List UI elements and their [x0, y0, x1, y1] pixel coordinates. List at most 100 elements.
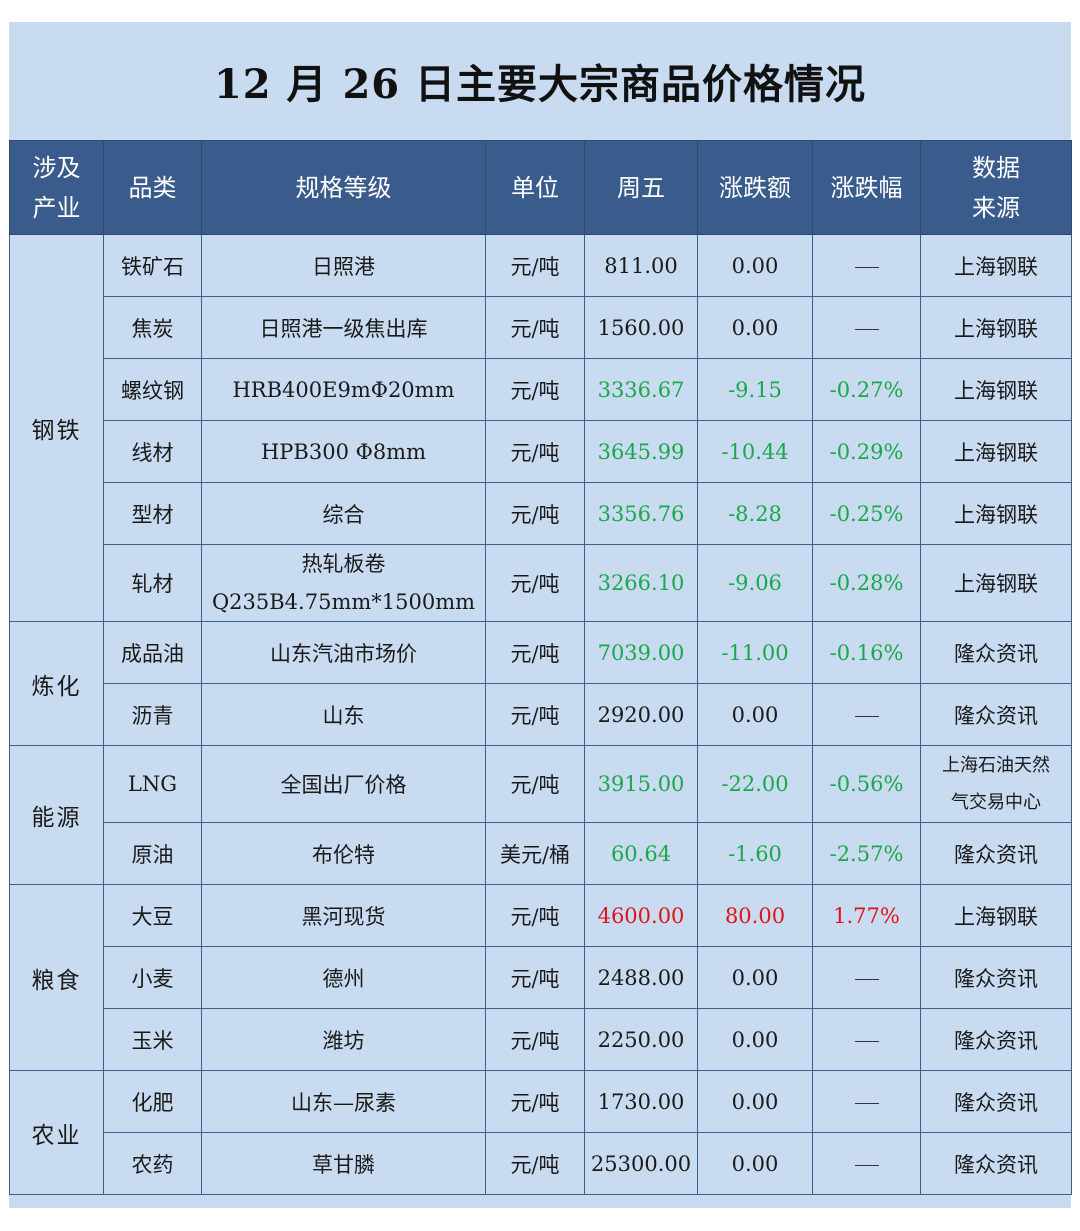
source-cell: 隆众资讯	[920, 1132, 1072, 1195]
unit-cell: 元/吨	[485, 1132, 585, 1195]
category-cell: 玉米	[103, 1008, 202, 1071]
change-cell: 80.00	[697, 884, 813, 947]
table-row: 炼化 成品油 山东汽油市场价 元/吨 7039.00 -11.00 -0.16%…	[9, 621, 1072, 746]
pct-cell	[812, 1070, 921, 1133]
unit-cell: 元/吨	[485, 884, 585, 947]
price-cell: 3915.00	[584, 745, 698, 823]
price-cell: 60.64	[584, 822, 698, 885]
dash-mark	[854, 715, 879, 717]
spec-cell: 山东	[201, 683, 486, 746]
pct-cell	[812, 683, 921, 746]
category-cell: 大豆	[103, 884, 202, 947]
category-cell: 化肥	[103, 1070, 202, 1133]
table-row: 能源 LNG 全国出厂价格 元/吨 3915.00 -22.00 -0.56% …	[9, 745, 1072, 885]
change-cell: 0.00	[697, 946, 813, 1009]
spec-cell: HRB400E9mΦ20mm	[201, 358, 486, 421]
change-cell: -1.60	[697, 822, 813, 885]
source-cell: 隆众资讯	[920, 621, 1072, 684]
source-cell: 上海钢联	[920, 234, 1072, 297]
source-cell: 上海钢联	[920, 420, 1072, 483]
change-cell: -11.00	[697, 621, 813, 684]
category-cell: 线材	[103, 420, 202, 483]
source-cell: 隆众资讯	[920, 683, 1072, 746]
header-industry-l1: 涉及	[32, 153, 81, 182]
source-cell: 上海钢联	[920, 296, 1072, 359]
source-line: 上海石油天然	[942, 755, 1050, 776]
table-row: 小麦 德州 元/吨 2488.00 0.00 隆众资讯	[10, 946, 1072, 1009]
unit-cell: 元/吨	[485, 482, 585, 545]
spec-cell: 潍坊	[201, 1008, 486, 1071]
table-row: 原油 布伦特 美元/桶 60.64 -1.60 -2.57% 隆众资讯	[10, 822, 1072, 885]
unit-cell: 元/吨	[485, 683, 585, 746]
price-cell: 1730.00	[584, 1070, 698, 1133]
dash-mark	[854, 1164, 879, 1166]
source-cell: 上海钢联	[920, 482, 1072, 545]
change-cell: -10.44	[697, 420, 813, 483]
pct-cell: -0.28%	[812, 544, 921, 622]
dash-mark	[854, 1040, 879, 1042]
header-industry: 涉及 产业	[9, 140, 104, 235]
spec-cell: 热轧板卷 Q235B4.75mm*1500mm	[201, 544, 486, 622]
header-row: 涉及 产业 品类 规格等级 单位 周五 涨跌额 涨跌幅 数据 来源	[9, 140, 1072, 235]
table-row: 沥青 山东 元/吨 2920.00 0.00 隆众资讯	[10, 683, 1072, 746]
pct-cell	[812, 946, 921, 1009]
spec-cell: 全国出厂价格	[201, 745, 486, 823]
spec-cell: 布伦特	[201, 822, 486, 885]
change-cell: -22.00	[697, 745, 813, 823]
source-cell: 隆众资讯	[920, 1070, 1072, 1133]
price-cell: 3266.10	[584, 544, 698, 622]
source-cell: 隆众资讯	[920, 822, 1072, 885]
category-cell: 螺纹钢	[103, 358, 202, 421]
category-cell: 农药	[103, 1132, 202, 1195]
category-cell: 焦炭	[103, 296, 202, 359]
unit-cell: 元/吨	[485, 296, 585, 359]
pct-cell	[812, 1008, 921, 1071]
category-cell: 小麦	[103, 946, 202, 1009]
pct-cell	[812, 1132, 921, 1195]
category-cell: 型材	[103, 482, 202, 545]
pct-cell: 1.77%	[812, 884, 921, 947]
unit-cell: 元/吨	[485, 1070, 585, 1133]
industry-cell: 钢铁	[9, 234, 104, 622]
header-source: 数据 来源	[920, 140, 1072, 235]
price-cell: 3356.76	[584, 482, 698, 545]
page-title: 12 月 26 日主要大宗商品价格情况	[213, 60, 867, 108]
price-cell: 811.00	[584, 234, 698, 297]
spec-cell: 山东汽油市场价	[201, 621, 486, 684]
price-cell: 3645.99	[584, 420, 698, 483]
change-cell: 0.00	[697, 234, 813, 297]
spec-cell: 综合	[201, 482, 486, 545]
unit-cell: 元/吨	[485, 621, 585, 684]
source-cell: 上海钢联	[920, 358, 1072, 421]
table-row: 型材 综合 元/吨 3356.76 -8.28 -0.25% 上海钢联	[10, 482, 1072, 545]
change-cell: 0.00	[697, 1132, 813, 1195]
change-cell: -8.28	[697, 482, 813, 545]
change-cell: -9.15	[697, 358, 813, 421]
price-cell: 4600.00	[584, 884, 698, 947]
table-row: 焦炭 日照港一级焦出库 元/吨 1560.00 0.00 上海钢联	[10, 296, 1072, 359]
category-cell: 原油	[103, 822, 202, 885]
source-cell: 上海钢联	[920, 544, 1072, 622]
table-row: 农业 化肥 山东—尿素 元/吨 1730.00 0.00 隆众资讯	[9, 1070, 1072, 1195]
pct-cell: -0.56%	[812, 745, 921, 823]
price-cell: 2488.00	[584, 946, 698, 1009]
pct-cell: -0.29%	[812, 420, 921, 483]
price-cell: 1560.00	[584, 296, 698, 359]
table-row: 农药 草甘膦 元/吨 25300.00 0.00 隆众资讯	[10, 1132, 1072, 1195]
unit-cell: 元/吨	[485, 420, 585, 483]
price-cell: 25300.00	[584, 1132, 698, 1195]
category-cell: 沥青	[103, 683, 202, 746]
source-cell: 隆众资讯	[920, 1008, 1072, 1071]
price-cell: 3336.67	[584, 358, 698, 421]
dash-mark	[854, 328, 879, 330]
change-cell: 0.00	[697, 1070, 813, 1133]
unit-cell: 元/吨	[485, 544, 585, 622]
spec-cell: 德州	[201, 946, 486, 1009]
table-row: 螺纹钢 HRB400E9mΦ20mm 元/吨 3336.67 -9.15 -0.…	[10, 358, 1072, 421]
pct-cell: -0.16%	[812, 621, 921, 684]
dash-mark	[854, 1102, 879, 1104]
industry-cell: 农业	[9, 1070, 104, 1195]
spec-line: 热轧板卷	[301, 552, 386, 576]
industry-cell: 能源	[9, 745, 104, 885]
change-cell: 0.00	[697, 296, 813, 359]
